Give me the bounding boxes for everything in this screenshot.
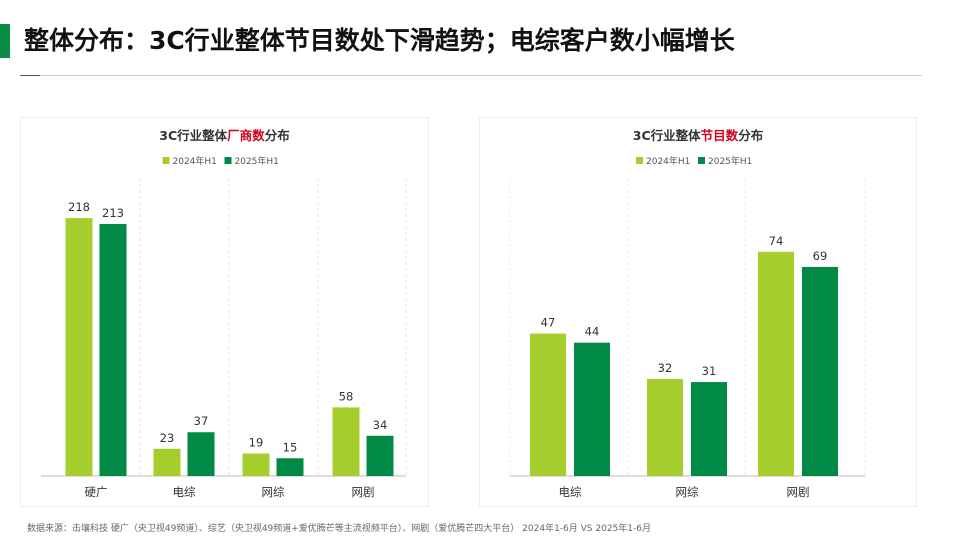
category-label: 电综 [559,485,582,499]
category-label: 硬广 [85,485,108,499]
data-label: 37 [194,414,209,428]
source-note: 数据来源：击壤科技 硬广（央卫视49频道）、综艺（央卫视49频道+爱优腾芒等主流… [27,524,651,534]
legend-label: 2024年H1 [173,155,217,167]
title-accent-bar [0,24,10,58]
data-label: 58 [339,389,354,403]
bar-2025年H1 [99,224,127,476]
chart-title: 3C行业整体节目数分布 [633,128,764,143]
chart-title-part: 分布 [738,128,764,143]
legend-label: 2024年H1 [646,155,690,167]
chart-programs: 3C行业整体节目数分布 2024年H1 2025年H1 47 44 电综 32 31 网综 74 6… [479,117,917,507]
data-label: 69 [813,249,828,263]
legend-swatch [698,157,705,164]
category-label: 网综 [262,485,285,499]
bar-2025年H1 [691,382,727,476]
bar-2024年H1 [332,407,360,476]
data-label: 213 [102,206,124,220]
bar-2024年H1 [530,333,566,476]
category-label: 网综 [676,485,699,499]
bar-2025年H1 [802,266,838,476]
data-label: 47 [541,316,556,330]
data-label: 23 [160,431,175,445]
bar-2024年H1 [758,251,794,476]
data-label: 34 [373,418,388,432]
data-label: 32 [658,361,673,375]
data-label: 44 [585,325,600,339]
chart-title: 3C行业整体厂商数分布 [159,128,290,143]
legend-swatch [224,157,232,164]
chart-svg: 3C行业整体节目数分布 2024年H1 2025年H1 47 44 电综 32 31 网综 74 6… [509,128,866,499]
bar-2024年H1 [65,218,93,476]
data-label: 31 [702,364,717,378]
chart-title-part: 3C行业整体 [633,128,701,143]
page-title: 整体分布：3C行业整体节目数处下滑趋势；电综客户数小幅增长 [24,26,735,55]
bar-2025年H1 [366,435,394,476]
chart-title-part: 分布 [265,128,291,143]
chart-title-part: 3C行业整体 [159,128,227,143]
data-label: 19 [249,436,264,450]
bar-2024年H1 [647,379,683,476]
data-label: 15 [283,440,298,454]
category-label: 网剧 [352,485,375,499]
chart-title-part: 节目数 [701,128,739,143]
chart-svg: 3C行业整体厂商数分布 2024年H1 2025年H1 218 213 硬广 23 37 电综 1… [41,128,407,499]
divider-mark [20,75,40,76]
legend-swatch [636,157,643,164]
legend-label: 2025年H1 [708,155,752,167]
category-label: 网剧 [787,485,810,499]
legend-swatch [162,157,170,164]
category-label: 电综 [173,485,196,499]
bar-2025年H1 [187,432,215,476]
data-label: 74 [769,234,784,248]
chart-manufacturers: 3C行业整体厂商数分布 2024年H1 2025年H1 218 213 硬广 23 37 电综 1… [20,117,429,507]
chart-title-part: 厂商数 [227,128,265,143]
legend-label: 2025年H1 [235,155,279,167]
bar-2024年H1 [153,448,181,476]
bar-2024年H1 [242,453,270,476]
divider [20,75,922,76]
bar-2025年H1 [276,458,304,476]
bar-2025年H1 [574,342,610,476]
data-label: 218 [68,200,90,214]
